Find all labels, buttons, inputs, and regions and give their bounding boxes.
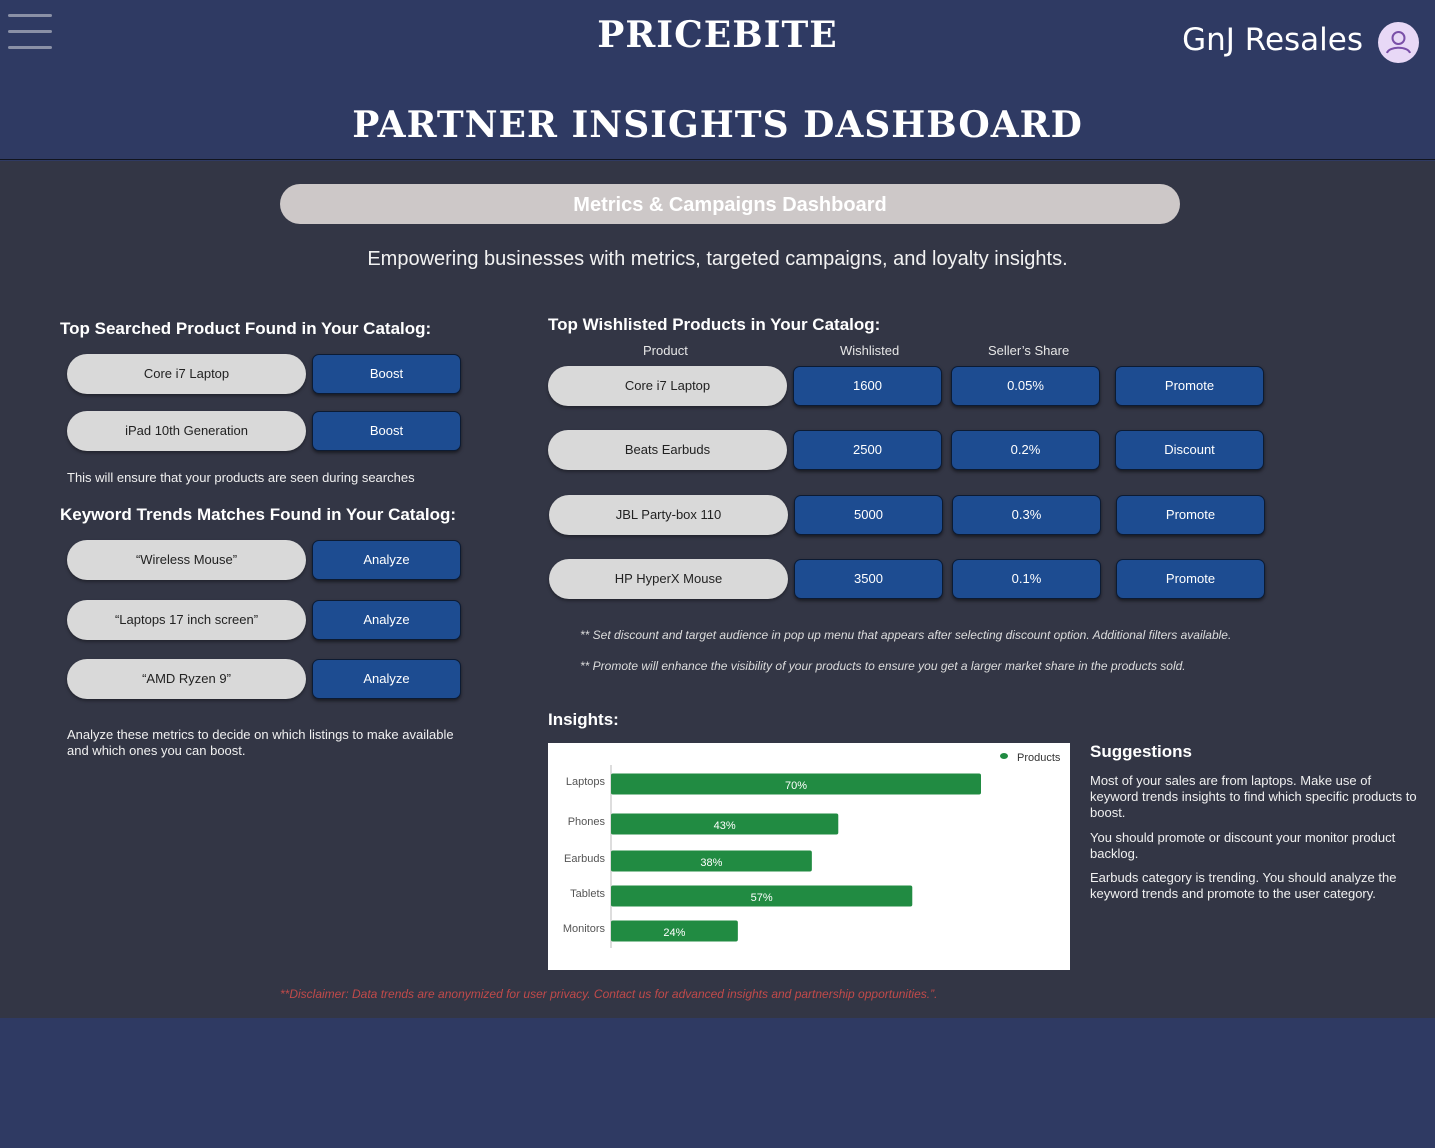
- wishlist-product-pill: Beats Earbuds: [548, 430, 787, 470]
- wishlisted-heading: Top Wishlisted Products in Your Catalog:: [548, 315, 881, 334]
- wishlist-product-pill: JBL Party-box 110: [549, 495, 788, 535]
- legend-label: Products: [1017, 752, 1061, 764]
- keyword-note: Analyze these metrics to decide on which…: [67, 727, 454, 758]
- discount-button[interactable]: Discount: [1115, 430, 1264, 470]
- keyword-pill: “Laptops 17 inch screen”: [67, 600, 306, 640]
- data-label: 57%: [751, 892, 773, 904]
- analyze-button[interactable]: Analyze: [312, 600, 461, 640]
- searched-product-pill: iPad 10th Generation: [67, 411, 306, 451]
- user-avatar-icon[interactable]: [1378, 22, 1419, 63]
- legend-swatch: [1000, 753, 1008, 759]
- promote-button[interactable]: Promote: [1116, 495, 1265, 535]
- bar-tablets: [611, 885, 913, 907]
- dashboard-main: Metrics & Campaigns Dashboard Empowering…: [0, 161, 1435, 1018]
- suggestion-item: Earbuds category is trending. You should…: [1090, 870, 1397, 901]
- sellers-share: 0.2%: [951, 430, 1100, 470]
- col-header-product: Product: [643, 343, 688, 358]
- page-title: PARTNER INSIGHTS DASHBOARD: [352, 104, 1083, 146]
- analyze-button[interactable]: Analyze: [312, 540, 461, 580]
- category-label: Tablets: [570, 888, 605, 900]
- keyword-pill: “Wireless Mouse”: [67, 540, 306, 580]
- wishlisted-count: 1600: [793, 366, 942, 406]
- analyze-button[interactable]: Analyze: [312, 659, 461, 699]
- discount-note: ** Set discount and target audience in p…: [580, 628, 1232, 642]
- promote-button[interactable]: Promote: [1116, 559, 1265, 599]
- wishlisted-count: 5000: [794, 495, 943, 535]
- category-label: Monitors: [563, 923, 606, 935]
- user-name: GnJ Resales: [1182, 22, 1363, 58]
- title-band: PARTNER INSIGHTS DASHBOARD: [0, 84, 1435, 160]
- insights-bar-chart: Products Laptops 70% Phones 43% Earbuds 38% Tab…: [548, 743, 1070, 970]
- bar-laptops: [611, 773, 981, 795]
- category-label: Laptops: [566, 776, 606, 788]
- wishlist-product-pill: HP HyperX Mouse: [549, 559, 788, 599]
- suggestion-item: Most of your sales are from laptops. Mak…: [1090, 773, 1417, 820]
- footer: [0, 1018, 1435, 1148]
- data-label: 43%: [714, 820, 736, 832]
- col-header-wishlisted: Wishlisted: [840, 343, 900, 358]
- promote-button[interactable]: Promote: [1115, 366, 1264, 406]
- boost-button[interactable]: Boost: [312, 354, 461, 394]
- tagline: Empowering businesses with metrics, targ…: [367, 248, 1068, 270]
- brand-logo[interactable]: PRICEBITE: [597, 14, 838, 56]
- top-bar: PRICEBITE GnJ Resales: [0, 0, 1435, 84]
- bar-monitors: [611, 920, 738, 942]
- suggestion-item: You should promote or discount your moni…: [1090, 830, 1396, 861]
- bar-phones: [611, 813, 839, 835]
- data-label: 24%: [663, 927, 685, 939]
- sellers-share: 0.3%: [952, 495, 1101, 535]
- category-label: Earbuds: [564, 853, 605, 865]
- bar-chart-svg: Products Laptops 70% Phones 43% Earbuds 38% Tab…: [563, 752, 1061, 948]
- boost-button[interactable]: Boost: [312, 411, 461, 451]
- sellers-share: 0.05%: [951, 366, 1100, 406]
- dashboard-banner: Metrics & Campaigns Dashboard: [280, 184, 1180, 224]
- searched-product-pill: Core i7 Laptop: [67, 354, 306, 394]
- insights-heading: Insights:: [548, 710, 619, 729]
- sellers-share: 0.1%: [952, 559, 1101, 599]
- top-searched-heading: Top Searched Product Found in Your Catal…: [60, 319, 432, 338]
- suggestions-title: Suggestions: [1090, 742, 1193, 761]
- col-header-sellers-share: Seller’s Share: [988, 343, 1070, 358]
- keyword-trends-heading: Keyword Trends Matches Found in Your Cat…: [60, 505, 457, 524]
- category-label: Phones: [568, 816, 606, 828]
- data-label: 38%: [700, 857, 722, 869]
- wishlist-product-pill: Core i7 Laptop: [548, 366, 787, 406]
- promote-note: ** Promote will enhance the visibility o…: [580, 659, 1186, 673]
- keyword-pill: “AMD Ryzen 9”: [67, 659, 306, 699]
- hamburger-menu-icon[interactable]: [8, 12, 52, 52]
- wishlisted-count: 2500: [793, 430, 942, 470]
- wishlisted-count: 3500: [794, 559, 943, 599]
- searched-note: This will ensure that your products are …: [67, 470, 415, 485]
- data-label: 70%: [785, 780, 807, 792]
- bar-earbuds: [611, 850, 812, 872]
- disclaimer: **Disclaimer: Data trends are anonymized…: [280, 987, 938, 1001]
